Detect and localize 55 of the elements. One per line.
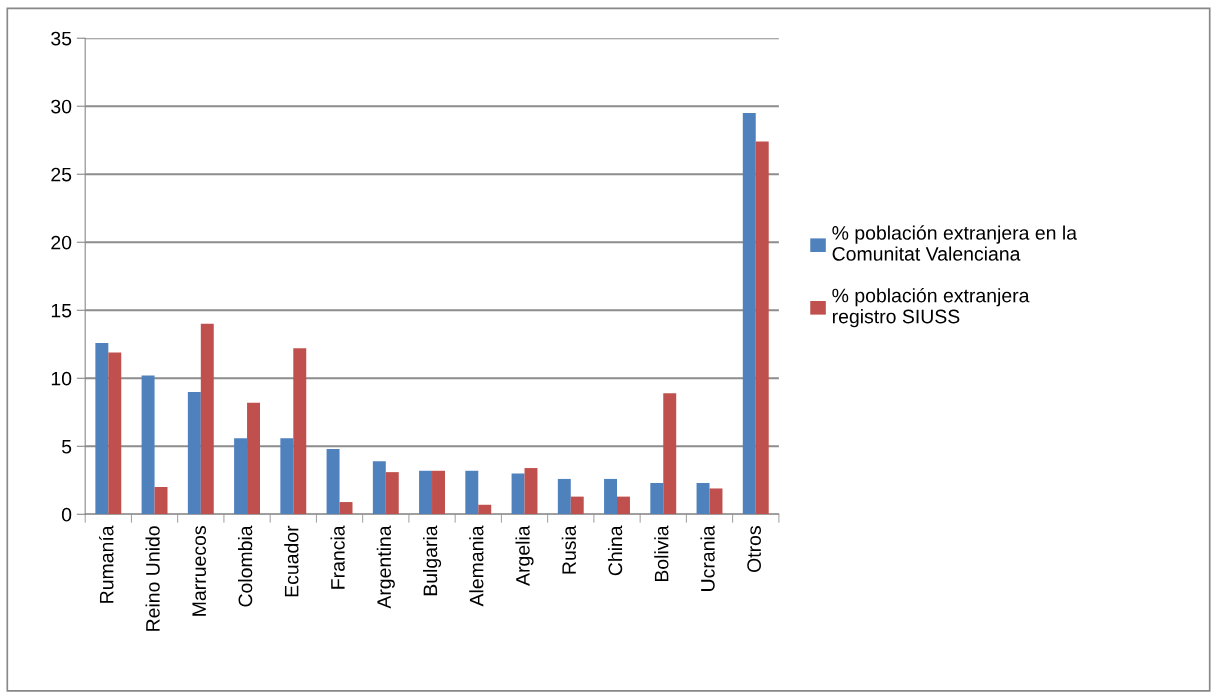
- x-tick-label: Colombia: [237, 525, 253, 607]
- x-tick-label: Ucrania: [700, 525, 715, 591]
- x-tick-label: Francia: [330, 525, 345, 589]
- bar: [755, 141, 769, 515]
- bar: [95, 342, 109, 515]
- x-tick-label: Bulgaria: [422, 525, 442, 596]
- bar: [141, 375, 155, 515]
- y-tick-label: 35: [51, 31, 72, 46]
- y-tick-label: 30: [51, 99, 72, 114]
- x-tick-label: Ecuador: [284, 525, 299, 597]
- x-tick-label: Alemania: [469, 525, 484, 607]
- x-tick-label: China: [607, 525, 623, 576]
- bar: [709, 488, 723, 515]
- bar: [432, 470, 445, 515]
- bar: [293, 348, 307, 515]
- bar: [419, 470, 433, 515]
- bar: [154, 487, 168, 515]
- bar: [187, 391, 201, 515]
- x-tick-label: Argelia: [515, 525, 534, 586]
- bar: [557, 478, 571, 515]
- bar: [696, 483, 710, 515]
- bar: [234, 438, 248, 515]
- y-tick-label: 15: [51, 303, 72, 318]
- bar: [742, 113, 756, 515]
- bar: [465, 470, 479, 515]
- y-tick-label: 5: [61, 439, 72, 454]
- x-tick-label: Rusia: [561, 525, 576, 574]
- bar: [650, 483, 664, 515]
- bar: [247, 402, 260, 515]
- y-tick-label: 25: [51, 167, 72, 182]
- x-tick-label: Marruecos: [192, 526, 207, 616]
- bar: [663, 393, 677, 515]
- y-tick-label: 0: [61, 507, 72, 522]
- bar: [604, 478, 618, 515]
- bar: [478, 504, 492, 515]
- y-tick-label: 10: [51, 371, 72, 386]
- x-tick-label: Rumanía: [99, 525, 114, 603]
- bar: [108, 352, 122, 515]
- y-tick-label: 20: [51, 235, 72, 250]
- legend-label: % población extranjera registro SIUSS: [832, 287, 1030, 328]
- bar: [617, 496, 630, 515]
- legend-label: % población extranjera en la Comunitat Valenciana: [832, 225, 1078, 261]
- x-tick-label: Argentina: [376, 525, 395, 609]
- bar: [570, 496, 584, 515]
- bar: [385, 472, 399, 515]
- bar: [326, 449, 340, 515]
- bar: [372, 461, 386, 515]
- x-tick-label: Bolivia: [654, 525, 669, 582]
- x-tick-label: Reino Unido: [145, 526, 160, 631]
- bar: [339, 502, 353, 515]
- bar: [511, 473, 525, 515]
- bar: [280, 438, 294, 515]
- x-tick-label: Otros: [747, 526, 761, 573]
- bar: [200, 323, 214, 515]
- bar: [524, 468, 538, 515]
